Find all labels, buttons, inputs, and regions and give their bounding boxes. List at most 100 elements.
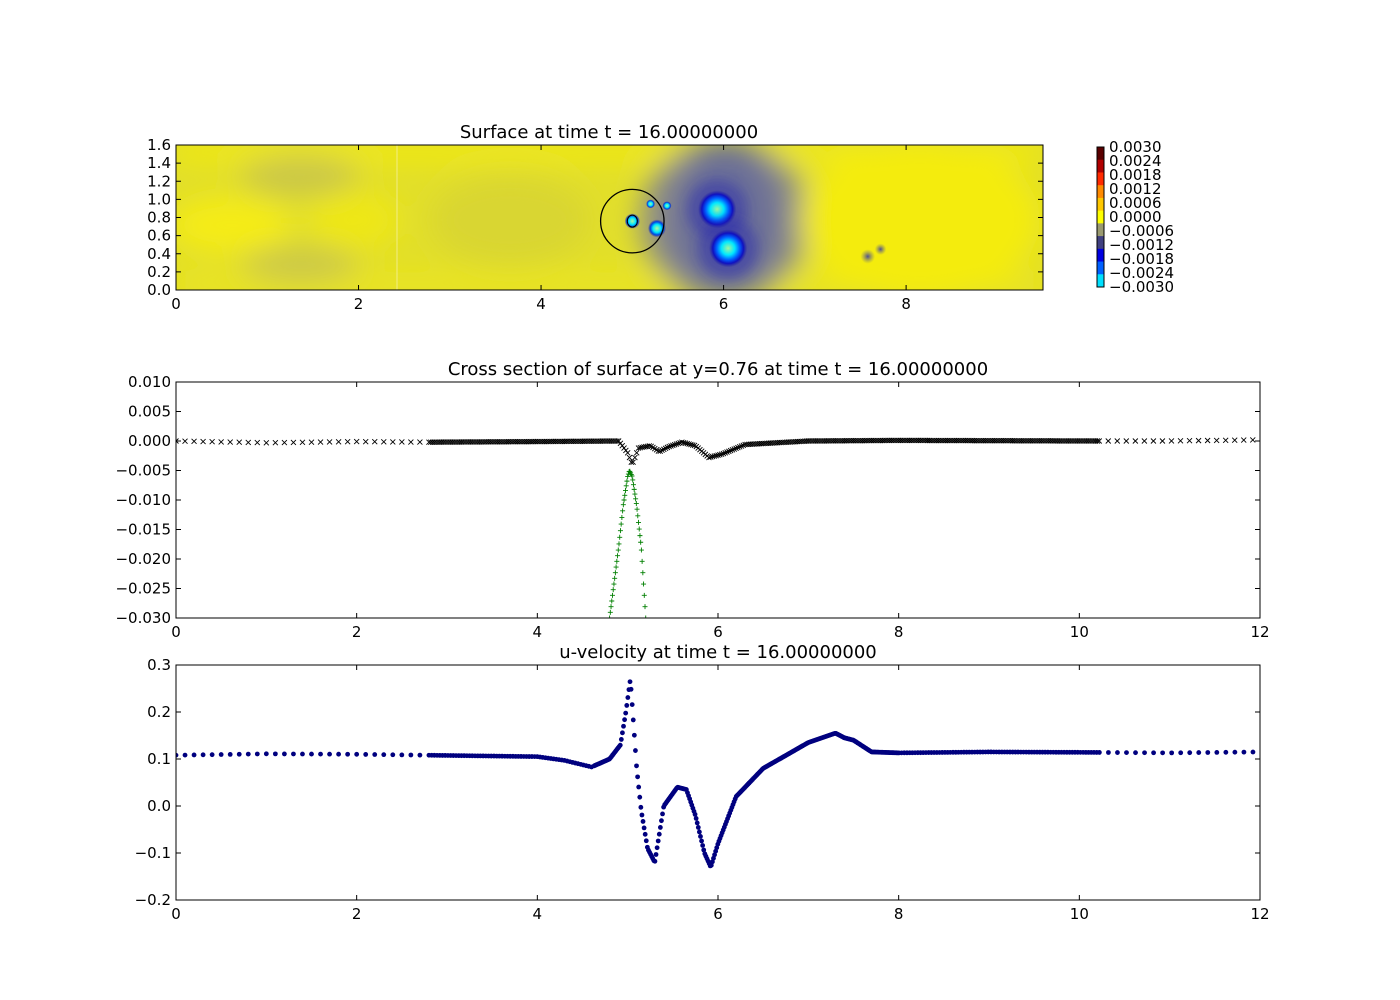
- y-tick-label: 0.3: [147, 656, 171, 674]
- data-point: [1160, 750, 1166, 756]
- data-point: [636, 526, 642, 532]
- data-point: [1106, 750, 1111, 755]
- data-point: [263, 439, 270, 446]
- data-point: [716, 451, 723, 458]
- data-point: [218, 752, 224, 757]
- cross-section-panel: Cross section of surface at y=0.76 at ti…: [115, 359, 1269, 641]
- surface-heatmap: [176, 145, 1043, 290]
- data-point: [399, 439, 405, 445]
- colorbar-tick-label: −0.0018: [1109, 250, 1174, 268]
- depression-spot: [662, 201, 672, 211]
- data-point: [335, 439, 342, 445]
- data-point: [689, 442, 696, 448]
- data-point: [612, 575, 618, 581]
- data-point: [1096, 438, 1103, 444]
- data-point: [236, 751, 242, 757]
- data-point: [628, 459, 635, 466]
- y-tick-label: 1.6: [147, 136, 171, 154]
- data-point: [227, 751, 233, 757]
- data-point: [634, 506, 640, 512]
- x-tick-label: 12: [1250, 623, 1269, 641]
- data-point: [619, 514, 625, 520]
- data-point: [344, 438, 351, 445]
- data-point: [200, 752, 206, 758]
- data-point: [1204, 437, 1211, 444]
- y-tick-label: 0.0: [147, 797, 171, 815]
- x-tick-label: 0: [171, 623, 181, 641]
- colorbar-tick-label: 0.0000: [1109, 208, 1162, 226]
- colorbar-block: [1097, 147, 1104, 161]
- data-point: [336, 751, 341, 757]
- data-point: [263, 751, 269, 757]
- data-point: [1205, 750, 1211, 755]
- data-point: [371, 438, 378, 445]
- data-point: [1195, 437, 1202, 444]
- y-tick-label: −0.015: [115, 521, 171, 539]
- colorbar-block: [1097, 248, 1104, 263]
- data-point: [727, 447, 734, 454]
- colorbar-block: [1097, 223, 1104, 237]
- x-tick-label: 2: [352, 623, 362, 641]
- y-tick-label: 0.010: [128, 373, 171, 391]
- data-point: [695, 825, 701, 830]
- data-point: [635, 513, 641, 519]
- data-point: [633, 748, 638, 753]
- data-point: [640, 570, 646, 576]
- data-point: [686, 441, 692, 447]
- u-velocity-panel: u-velocity at time t = 16.00000000 0 2 4 6 8…: [135, 642, 1270, 923]
- data-point: [227, 439, 234, 445]
- data-point: [408, 439, 414, 445]
- data-point: [607, 615, 613, 618]
- data-point: [634, 763, 639, 769]
- colorbar-block: [1097, 274, 1104, 288]
- data-point: [615, 547, 621, 553]
- data-point: [620, 730, 625, 736]
- x-tick-label: 4: [533, 905, 543, 923]
- data-point: [218, 439, 224, 445]
- data-point: [613, 564, 619, 570]
- data-point: [656, 831, 662, 837]
- y-tick-label: 0.005: [128, 403, 171, 421]
- colorbar-block: [1097, 159, 1104, 173]
- colorbar-block: [1097, 210, 1104, 224]
- data-point: [642, 831, 648, 837]
- data-point: [621, 723, 626, 729]
- data-point: [624, 703, 630, 708]
- colorbar-tick-label: −0.0030: [1109, 278, 1174, 296]
- data-point: [363, 752, 369, 757]
- data-point: [299, 439, 306, 446]
- y-tick-label: −0.020: [115, 550, 171, 568]
- data-point: [715, 452, 721, 458]
- data-point: [1222, 437, 1229, 444]
- data-point: [623, 710, 629, 716]
- data-point: [1105, 438, 1112, 444]
- data-point: [636, 784, 642, 790]
- data-point: [641, 581, 647, 587]
- data-point: [698, 834, 703, 839]
- data-point: [720, 450, 727, 457]
- y-tick-label: −0.010: [115, 491, 171, 509]
- data-point: [1249, 437, 1256, 443]
- data-point: [290, 439, 297, 446]
- y-tick-label: 1.2: [147, 172, 171, 190]
- data-point: [417, 439, 423, 445]
- data-point: [610, 587, 616, 593]
- data-point: [1115, 750, 1120, 755]
- x-tick-label: 6: [719, 295, 729, 313]
- data-point: [1250, 749, 1256, 755]
- data-point: [629, 473, 635, 479]
- u-velocity-plot: [176, 679, 1256, 869]
- data-point: [693, 816, 699, 821]
- data-point: [699, 838, 704, 844]
- data-point: [191, 752, 197, 758]
- colorbar-tick-label: 0.0018: [1109, 166, 1162, 184]
- data-point: [633, 501, 639, 507]
- data-point: [626, 454, 633, 461]
- data-point: [700, 843, 706, 848]
- data-point: [735, 444, 741, 451]
- data-point: [1196, 750, 1202, 755]
- data-point: [652, 858, 658, 864]
- data-point: [694, 820, 700, 826]
- surface-title: Surface at time t = 16.00000000: [460, 122, 758, 143]
